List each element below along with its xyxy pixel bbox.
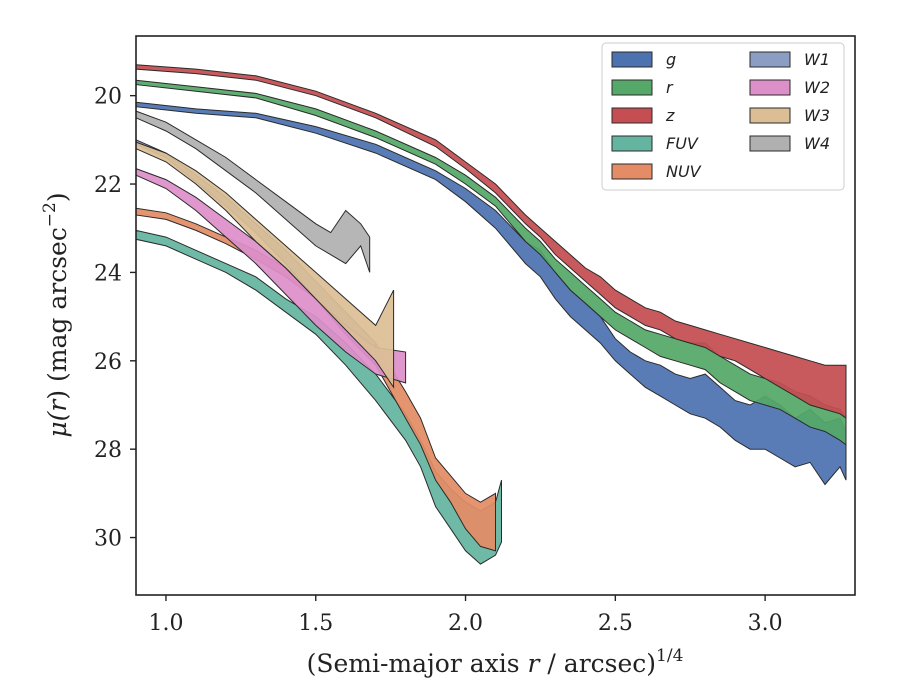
series-layer xyxy=(135,64,847,565)
ticks-layer: 1.0 1.5 2.0 2.5 3.0 20 22 24 26 28 30 xyxy=(94,85,783,636)
legend-label-w1: W1 xyxy=(804,50,830,69)
y-tick-label: 24 xyxy=(94,261,122,286)
legend-label-w3: W3 xyxy=(804,106,830,125)
legend: grz FUV NUV W1 W2 W3 W4 xyxy=(601,42,845,191)
series-band-w3 xyxy=(135,141,395,389)
legend-swatch-fuv xyxy=(611,135,653,152)
legend-swatch-w3 xyxy=(749,107,791,124)
legend-swatch-r xyxy=(611,79,653,96)
x-tick-label: 1.5 xyxy=(298,611,333,636)
legend-label-nuv: NUV xyxy=(666,162,702,181)
legend-swatch-w1 xyxy=(749,51,791,68)
legend-swatch-w4 xyxy=(749,135,791,152)
x-tick-label: 1.0 xyxy=(148,611,183,636)
y-tick-label: 22 xyxy=(94,173,122,198)
series-band-z xyxy=(135,64,847,420)
legend-label-r: r xyxy=(666,78,674,97)
legend-label-g: g xyxy=(666,50,676,69)
x-axis-title: (Semi-major axis r / arcsec)1/4 xyxy=(307,646,684,678)
legend-label-fuv: FUV xyxy=(666,134,699,153)
y-tick-label: 20 xyxy=(94,85,122,110)
x-tick-label: 2.0 xyxy=(448,611,483,636)
legend-swatch-g xyxy=(611,51,653,68)
series-band-w4 xyxy=(135,110,371,273)
plot-frame xyxy=(135,35,856,596)
y-tick-label: 26 xyxy=(94,350,122,375)
y-axis-title: μ(r) (mag arcsec−2) xyxy=(40,192,72,437)
series-band-w2 xyxy=(135,167,407,384)
legend-label-w2: W2 xyxy=(804,78,830,97)
x-tick-label: 3.0 xyxy=(748,611,783,636)
x-tick-label: 2.5 xyxy=(598,611,633,636)
legend-swatch-w2 xyxy=(749,79,791,96)
y-tick-label: 30 xyxy=(94,527,122,552)
legend-label-z: z xyxy=(665,106,675,125)
legend-label-w4: W4 xyxy=(804,134,830,153)
legend-swatch-nuv xyxy=(611,163,653,180)
legend-swatch-z xyxy=(611,107,653,124)
series-band-r xyxy=(135,79,847,446)
y-tick-label: 28 xyxy=(94,438,122,463)
